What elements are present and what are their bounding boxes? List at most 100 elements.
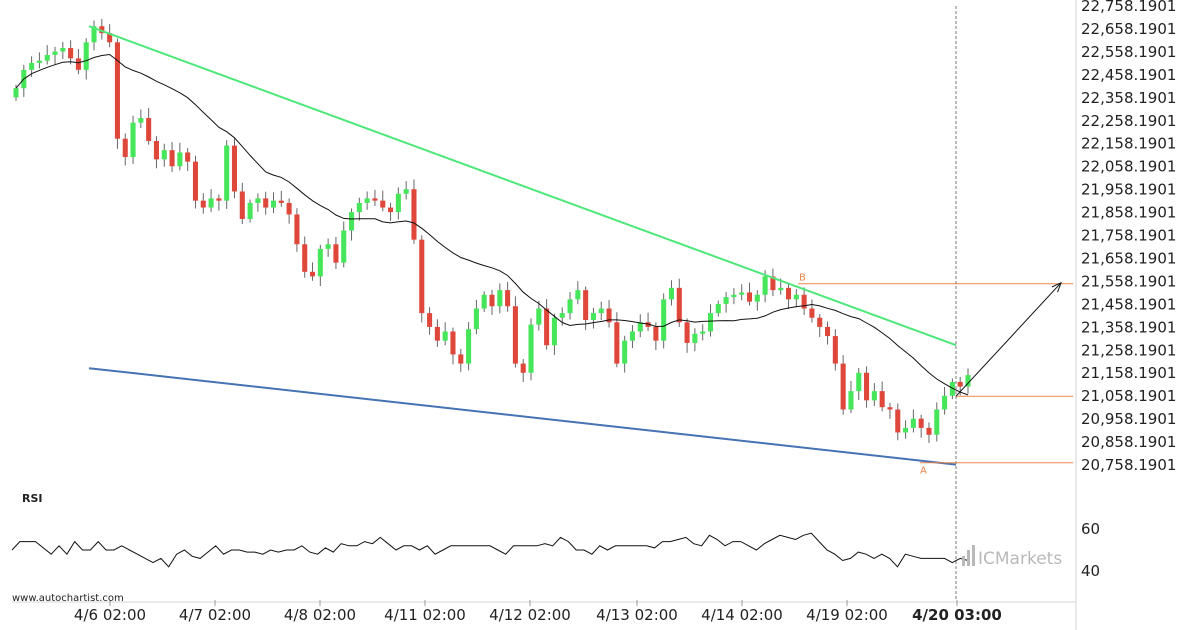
candle <box>746 282 753 306</box>
candle-body <box>91 26 97 43</box>
candle-body <box>161 150 167 160</box>
brand-prefix: IC <box>978 549 995 569</box>
candle <box>489 289 495 315</box>
candle-body <box>231 145 238 192</box>
candle-body <box>957 381 963 387</box>
candle <box>356 197 362 221</box>
candle-body <box>832 336 838 364</box>
candle-body <box>887 407 893 410</box>
candle-body <box>302 244 308 272</box>
candle-body <box>629 331 635 341</box>
candle <box>505 281 511 312</box>
candle <box>341 221 347 268</box>
candle <box>83 38 89 80</box>
candle-body <box>918 418 924 428</box>
candle <box>895 403 901 441</box>
candle-body <box>278 200 284 203</box>
candle <box>239 182 245 225</box>
candle-body <box>130 122 136 158</box>
candle-body <box>427 313 433 327</box>
candle <box>528 318 534 381</box>
candle <box>583 286 589 331</box>
candle-body <box>192 161 199 201</box>
candle-body <box>169 150 175 167</box>
candle-body <box>185 152 191 162</box>
y-tick-label: 21,258.1901 <box>1081 341 1176 359</box>
candle <box>653 322 659 351</box>
candle <box>380 190 386 212</box>
candle-body <box>770 276 776 291</box>
candle-body <box>903 427 909 433</box>
candle-body <box>146 118 152 141</box>
candle <box>185 148 191 172</box>
candle-body <box>825 326 831 337</box>
candle-body <box>575 290 581 300</box>
candle-body <box>809 308 815 318</box>
candle <box>934 402 940 442</box>
candle <box>645 312 651 332</box>
candle <box>286 198 292 224</box>
candle-body <box>36 60 42 63</box>
candle-body <box>333 244 339 263</box>
candle <box>60 41 66 60</box>
x-tick-label: 4/8 02:00 <box>284 606 356 624</box>
y-tick-label: 21,058.1901 <box>1081 387 1176 405</box>
candle-body <box>520 363 526 373</box>
candle <box>544 299 550 350</box>
lower-trendline <box>88 367 957 466</box>
candle <box>309 262 316 281</box>
candle-body <box>598 308 604 314</box>
candle <box>75 48 81 75</box>
candle-body <box>715 303 721 314</box>
candle <box>278 190 284 207</box>
candle <box>231 138 238 199</box>
candle <box>450 327 456 365</box>
candle-body <box>653 326 659 341</box>
candle <box>700 324 706 341</box>
candle-body <box>489 294 495 307</box>
candle-body <box>785 287 792 300</box>
candle-body <box>864 372 870 401</box>
x-axis: 4/6 02:00 4/7 02:00 4/8 02:00 4/11 02:00 4/1… <box>74 600 1002 624</box>
candle-body <box>871 391 877 401</box>
candle <box>146 107 152 145</box>
candle <box>13 84 19 101</box>
x-tick-label: 4/14 02:00 <box>701 606 783 624</box>
candle <box>122 133 128 166</box>
candle <box>325 238 331 257</box>
candle <box>856 367 862 401</box>
candle-body <box>75 58 81 70</box>
candle <box>965 368 971 394</box>
candle-body <box>910 418 916 428</box>
candle <box>723 292 729 313</box>
candle <box>395 187 401 220</box>
candle-body <box>661 299 667 341</box>
candle-body <box>676 287 682 323</box>
candle <box>754 290 760 311</box>
candle <box>676 278 682 327</box>
candle <box>161 143 167 167</box>
candle-body <box>965 375 971 387</box>
candle <box>661 293 667 349</box>
candle <box>364 191 370 210</box>
candle-body <box>466 329 472 364</box>
candle <box>606 300 612 328</box>
y-tick-label: 22,058.1901 <box>1081 158 1176 176</box>
candle <box>130 115 136 164</box>
candle-body <box>879 391 885 408</box>
x-tick-label: 4/13 02:00 <box>596 606 678 624</box>
candle <box>903 420 909 439</box>
candle <box>224 140 230 209</box>
y-tick-label: 22,558.1901 <box>1081 43 1176 61</box>
rsi-tick-label: 60 <box>1081 520 1100 538</box>
candle-body <box>817 317 823 327</box>
candle <box>388 202 394 222</box>
candle <box>832 329 838 371</box>
candle <box>349 208 355 241</box>
y-tick-label: 22,158.1901 <box>1081 135 1176 153</box>
candle <box>622 335 628 373</box>
candle-body <box>216 198 222 201</box>
candle <box>333 236 339 270</box>
candle-body <box>286 202 292 215</box>
